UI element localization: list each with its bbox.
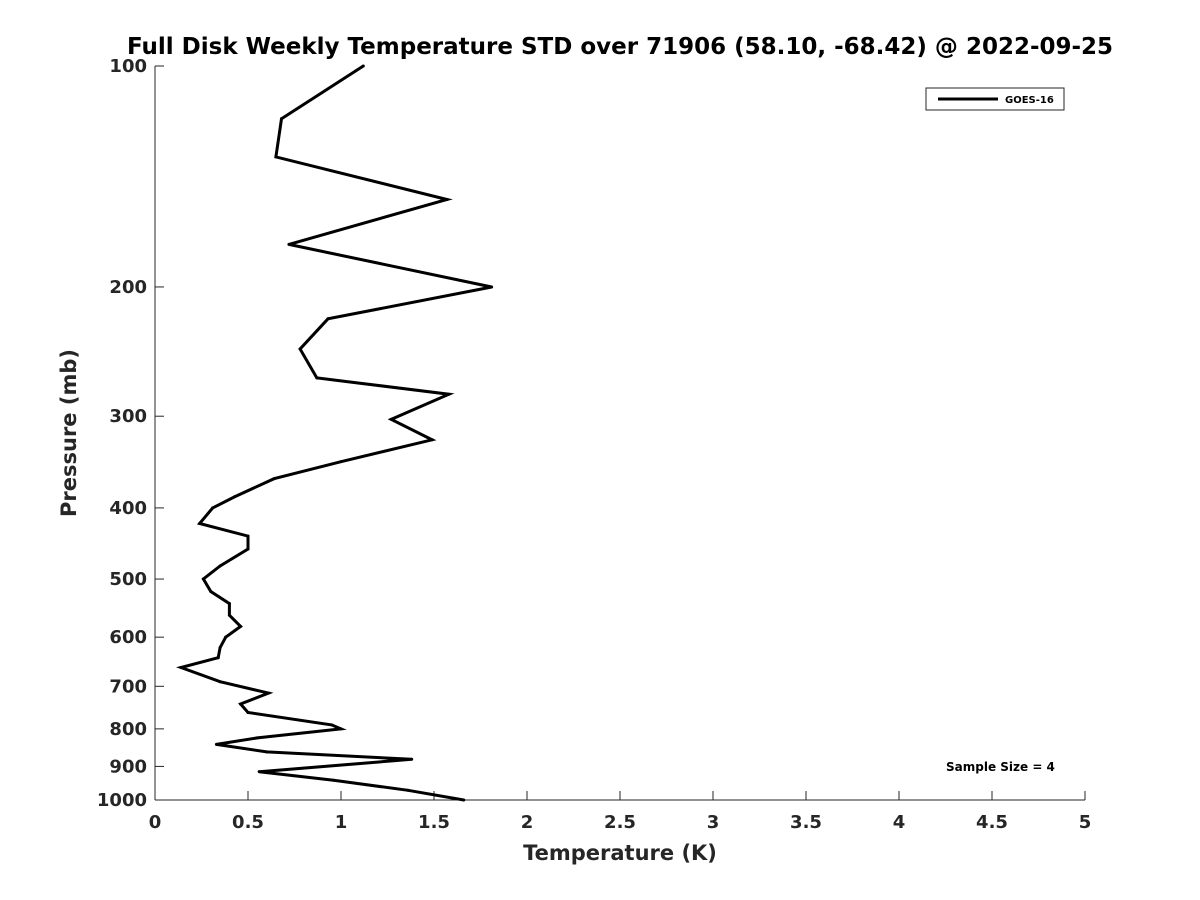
data-point (287, 242, 291, 246)
data-point (246, 711, 250, 715)
data-point (266, 691, 270, 695)
x-tick-label: 5 (1079, 812, 1092, 833)
axes (154, 66, 1085, 801)
data-point (218, 680, 222, 684)
y-tick-label: 800 (109, 719, 147, 740)
data-point (233, 495, 237, 499)
y-tick-label: 100 (109, 56, 147, 77)
data-point (246, 547, 250, 551)
x-tick-label: 0.5 (232, 812, 264, 833)
data-point (272, 477, 276, 481)
data-point (279, 117, 283, 121)
y-tick-label: 300 (109, 406, 147, 427)
y-tick-label: 500 (109, 569, 147, 590)
data-point (406, 788, 410, 792)
data-point (462, 798, 466, 802)
data-point (218, 646, 222, 650)
y-axis-label: Pressure (mb) (57, 349, 81, 517)
data-point (201, 577, 205, 581)
data-point (179, 666, 183, 670)
data-point (447, 392, 451, 396)
y-tick-label: 700 (109, 676, 147, 697)
data-point (430, 438, 434, 442)
data-point (198, 521, 202, 525)
y-tick-label: 400 (109, 498, 147, 519)
x-axis-label: Temperature (K) (523, 841, 717, 865)
data-point (227, 602, 231, 606)
data-point (257, 770, 261, 774)
data-point (214, 742, 218, 746)
series-line-goes-16 (175, 64, 493, 802)
data-point (216, 656, 220, 660)
data-point (255, 736, 259, 740)
data-point (209, 590, 213, 594)
legend-label-goes-16: GOES-16 (1005, 95, 1054, 106)
x-tick-label: 2 (521, 812, 534, 833)
data-point (332, 778, 336, 782)
x-tick-label: 4 (893, 812, 906, 833)
data-point (339, 727, 343, 731)
data-point (339, 460, 343, 464)
x-tick-label: 0 (149, 812, 162, 833)
data-point (326, 317, 330, 321)
x-tick-label: 4.5 (976, 812, 1008, 833)
series-points (179, 64, 494, 802)
data-point (315, 376, 319, 380)
ticks: 0 0.5 1 1.5 2 2.5 3 3.5 4 4.5 5 100 200 300 400 500 600 7… (97, 56, 1091, 833)
x-tick-label: 2.5 (604, 812, 636, 833)
chart-title: Full Disk Weekly Temperature STD over 71… (127, 34, 1113, 60)
y-tick-label: 200 (109, 277, 147, 298)
x-tick-label: 3 (707, 812, 720, 833)
data-point (218, 564, 222, 568)
data-point (239, 702, 243, 706)
data-point (490, 285, 494, 289)
data-point (445, 197, 449, 201)
y-tick-label: 1000 (97, 790, 147, 811)
data-point (330, 723, 334, 727)
y-tick-label: 900 (109, 756, 147, 777)
data-point (211, 506, 215, 510)
data-point (239, 624, 243, 628)
x-tick-label: 1.5 (418, 812, 450, 833)
x-tick-label: 3.5 (790, 812, 822, 833)
data-point (265, 750, 269, 754)
data-point (410, 757, 414, 761)
data-point (389, 417, 393, 421)
sample-size-annotation: Sample Size = 4 (946, 760, 1055, 774)
y-tick-label: 600 (109, 627, 147, 648)
x-tick-label: 1 (335, 812, 348, 833)
data-point (274, 155, 278, 159)
data-point (361, 64, 365, 68)
data-point (224, 635, 228, 639)
data-point (246, 534, 250, 538)
data-point (298, 347, 302, 351)
data-point (227, 613, 231, 617)
legend: GOES-16 (925, 87, 1065, 111)
